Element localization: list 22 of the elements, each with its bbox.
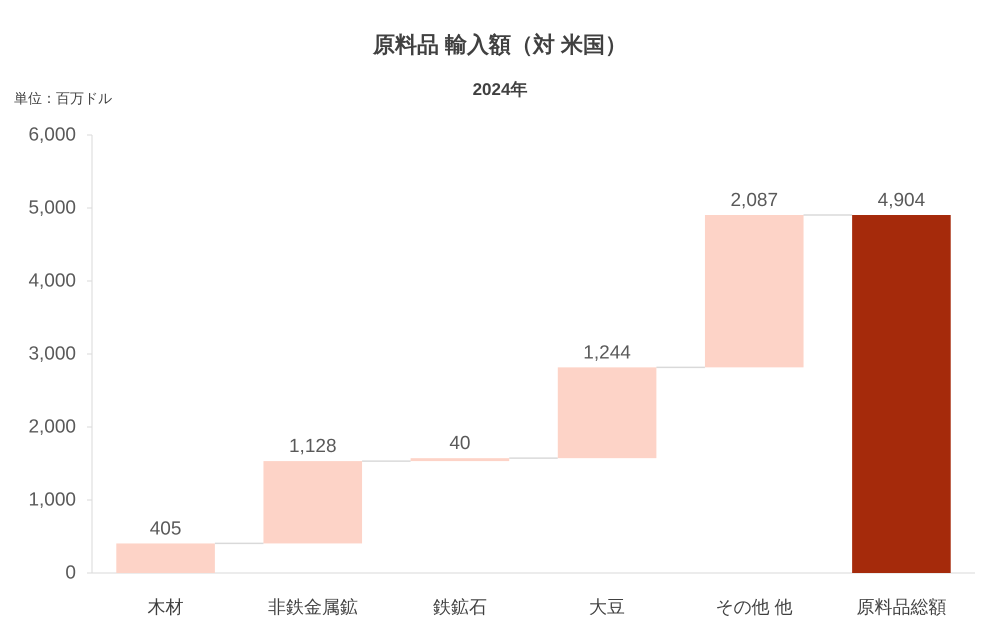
data-label: 2,087 bbox=[730, 190, 778, 212]
y-tick-label: 0 bbox=[65, 562, 76, 584]
x-tick-label: 非鉄金属鉱 bbox=[268, 597, 358, 617]
y-tick-label: 4,000 bbox=[28, 270, 76, 292]
data-label: 40 bbox=[449, 433, 470, 454]
data-label: 1,128 bbox=[288, 436, 337, 458]
data-label: 1,244 bbox=[583, 342, 632, 364]
chart-title: 原料品 輸入額（対 米国） bbox=[372, 32, 628, 57]
y-tick-label: 5,000 bbox=[28, 198, 76, 218]
chart-subtitle: 2024年 bbox=[472, 80, 528, 99]
x-tick-label: 原料品総額 bbox=[856, 597, 946, 617]
x-tick-label: 大豆 bbox=[589, 597, 626, 617]
x-tick-label: 鉄鉱石 bbox=[432, 597, 487, 617]
y-tick-label: 2,000 bbox=[28, 416, 76, 438]
y-tick-label: 3,000 bbox=[28, 344, 76, 364]
y-tick-label: 1,000 bbox=[28, 490, 76, 510]
x-tick-label: 木材 bbox=[148, 597, 184, 617]
y-tick-label: 6,000 bbox=[28, 124, 76, 146]
data-label: 4,904 bbox=[878, 190, 926, 212]
data-label: 405 bbox=[150, 518, 182, 540]
x-tick-label: その他 他 bbox=[716, 597, 793, 617]
text: 単位：百万ドル bbox=[14, 90, 112, 106]
